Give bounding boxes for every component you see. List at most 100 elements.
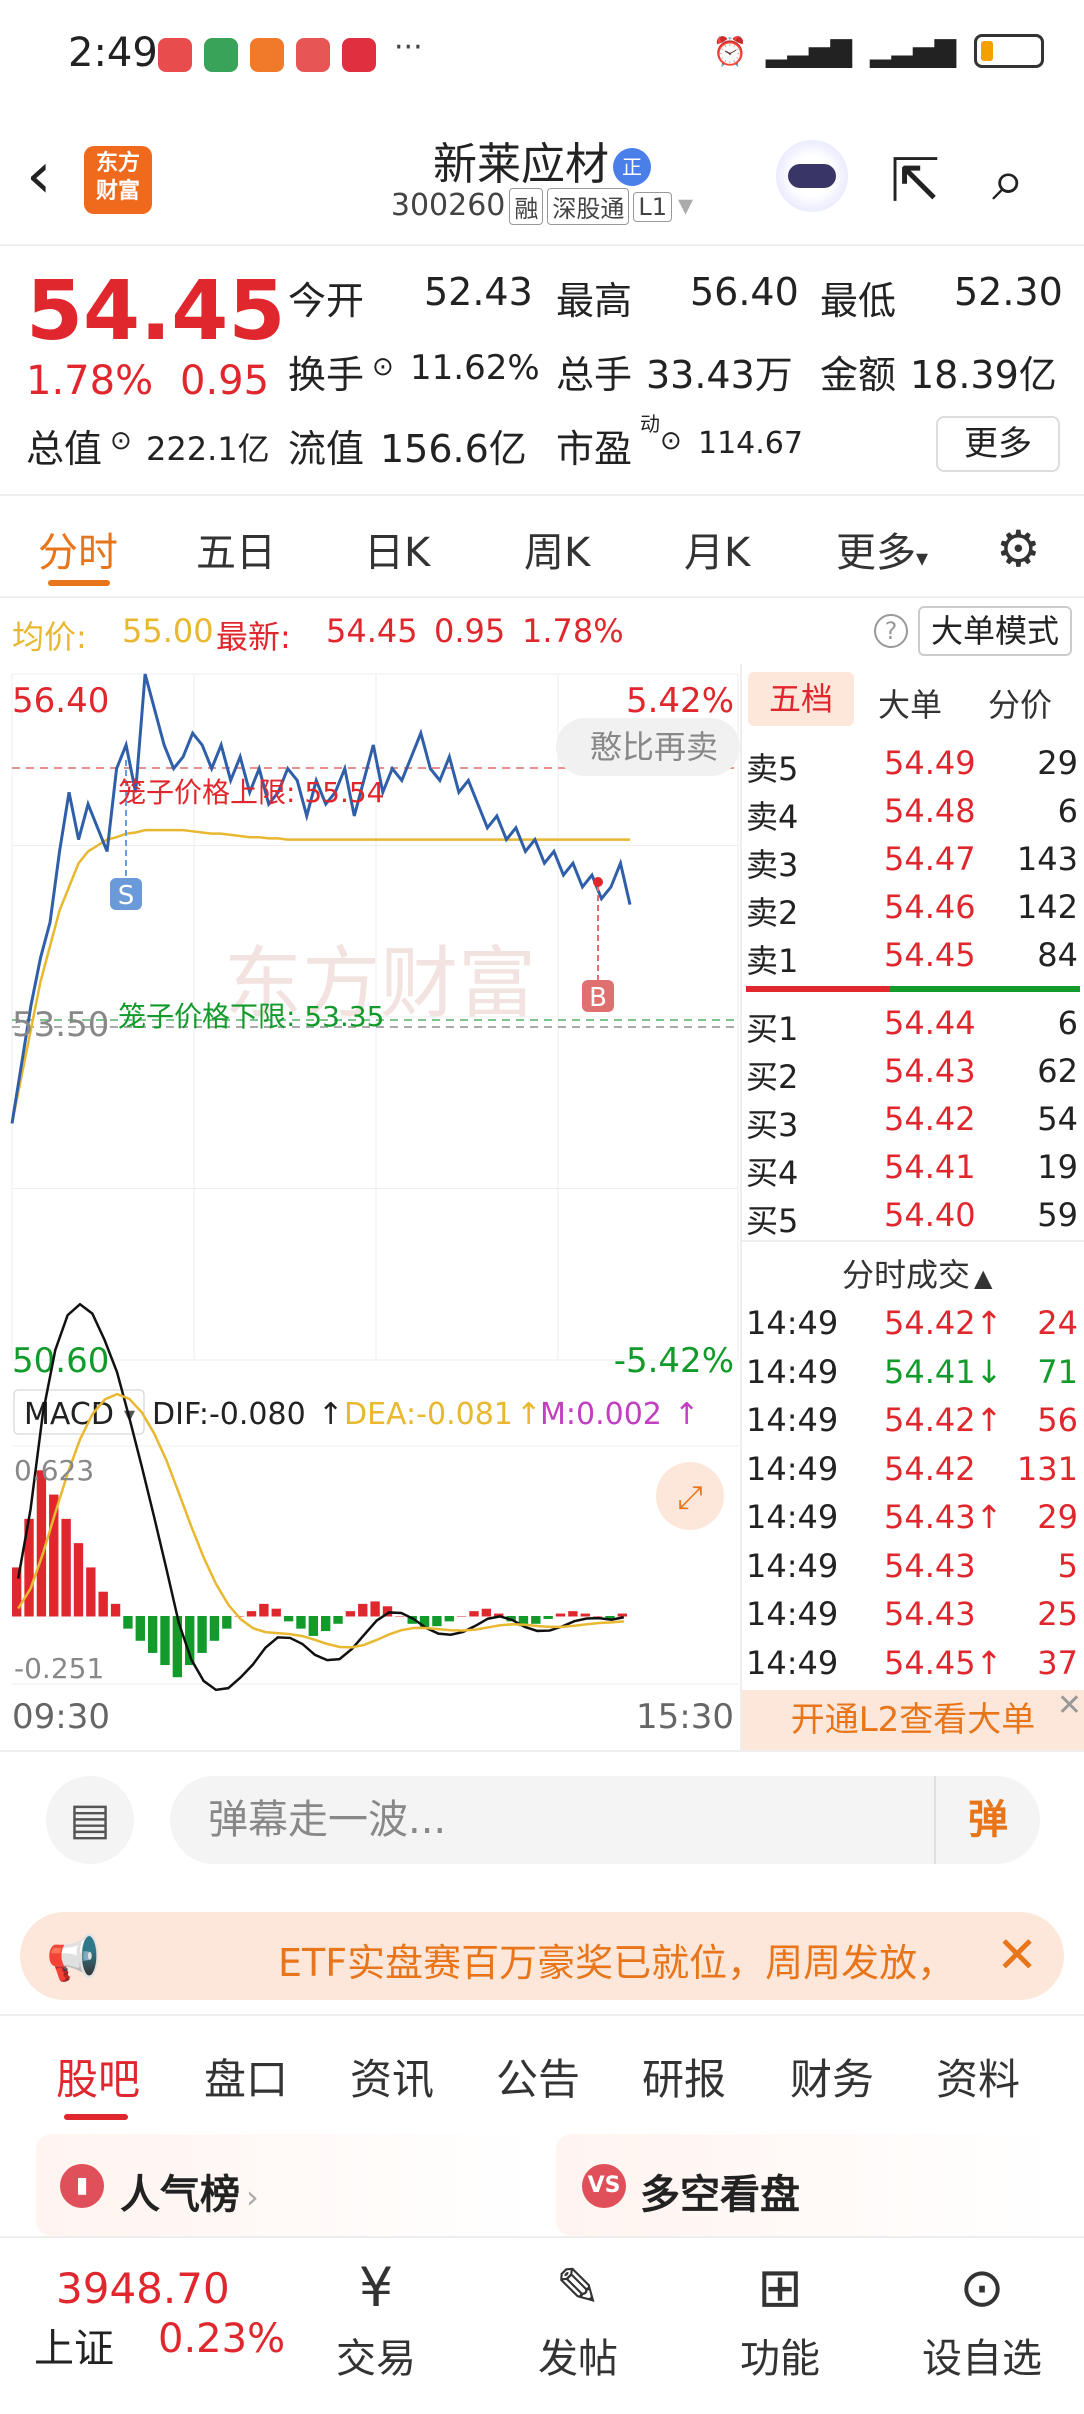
tab-profile[interactable]: 资料	[936, 2055, 1021, 2104]
tab-financials[interactable]: 财务	[790, 2055, 875, 2104]
gear-icon[interactable]: ⚙	[996, 520, 1041, 578]
share-icon[interactable]: ⇱	[890, 146, 941, 216]
tab-monthly-k[interactable]: 月K	[684, 530, 751, 576]
tab-news[interactable]: 资讯	[350, 2055, 435, 2104]
ask-row[interactable]: 卖3 54.47 143	[742, 840, 1084, 888]
big-order-mode-button[interactable]: 大单模式	[918, 606, 1072, 656]
close-icon[interactable]: ✕	[996, 1926, 1038, 1984]
bid-row[interactable]: 买4 54.41 19	[742, 1148, 1084, 1196]
divider	[740, 664, 742, 1750]
index-name: 上证	[34, 2326, 114, 2372]
trades-title[interactable]: 分时成交 ▲	[842, 1250, 992, 1296]
bid-price: 54.43	[884, 1052, 976, 1090]
ask-row[interactable]: 卖5 54.49 29	[742, 744, 1084, 792]
alarm-icon: ⏰	[712, 34, 748, 68]
pe-sup: 动	[640, 412, 660, 436]
tab-five-levels[interactable]: 五档	[748, 672, 854, 726]
macd-bar	[395, 1616, 405, 1617]
tab-forum[interactable]: 股吧	[56, 2055, 141, 2104]
macd-bar	[308, 1616, 318, 1636]
trade-price: 54.42	[884, 1449, 976, 1488]
signal-icon: ▂▃▅▇	[765, 34, 852, 68]
sell-marker[interactable]	[110, 878, 142, 910]
nav-watchlist[interactable]: ⊙ 设自选	[912, 2250, 1052, 2384]
danmaku-settings-icon[interactable]: ▤	[46, 1776, 134, 1864]
tab-more[interactable]: 更多▾	[836, 520, 928, 578]
assistant-avatar[interactable]	[776, 140, 848, 212]
divider	[0, 596, 1084, 598]
tab-big-orders[interactable]: 大单	[878, 686, 943, 724]
turnover-value: 11.62%	[410, 348, 540, 388]
info-icon[interactable]: ⊙	[660, 426, 682, 456]
tab-weekly-k[interactable]: 周K	[524, 530, 591, 576]
up-arrow-icon: ↑	[674, 1397, 699, 1432]
info-icon[interactable]: ⊙	[110, 426, 132, 456]
help-icon[interactable]: ?	[874, 614, 908, 648]
app-icon	[342, 38, 376, 72]
divider	[0, 2014, 1084, 2016]
close-icon[interactable]: ✕	[1056, 1688, 1082, 1723]
up-arrow-icon: ↑	[318, 1397, 343, 1432]
bid-row[interactable]: 买2 54.43 62	[742, 1052, 1084, 1100]
nav-trade[interactable]: ¥ 交易	[306, 2250, 446, 2384]
tab-orderbook[interactable]: 盘口	[204, 2055, 289, 2104]
l2-promo-text: 开通L2查看大单	[790, 1700, 1036, 1740]
trade-price: 54.42↑	[884, 1401, 1003, 1439]
intraday-chart[interactable]: 东方财富 S B 笼子价格上限: 55.54 笼子价格下限: 53.35 憨比再…	[0, 660, 740, 1750]
macd-bar	[61, 1518, 71, 1617]
ask-price: 54.47	[884, 840, 976, 878]
bid-row[interactable]: 买3 54.42 54	[742, 1100, 1084, 1148]
macd-bar	[172, 1616, 183, 1678]
change-percent: 1.78%	[26, 358, 154, 404]
tag-margin: 融	[509, 188, 544, 225]
macd-bar	[333, 1616, 343, 1624]
back-icon[interactable]: ‹	[26, 139, 52, 213]
ask-price: 54.49	[884, 744, 976, 782]
macd-bar	[469, 1611, 479, 1617]
tab-research[interactable]: 研报	[642, 2055, 727, 2104]
bid-row[interactable]: 买1 54.44 6	[742, 1004, 1084, 1052]
latest-pct: 1.78%	[522, 612, 624, 650]
search-icon[interactable]: ⌕	[992, 146, 1025, 214]
index-ticker[interactable]: 3948.70 上证 0.23%	[0, 2238, 300, 2414]
tab-indicator	[48, 580, 110, 586]
mktcap-label: 总值	[26, 427, 103, 471]
dropdown-icon: ▾	[678, 188, 694, 223]
ask-row[interactable]: 卖4 54.48 6	[742, 792, 1084, 840]
l2-promo[interactable]: 开通L2查看大单 ✕	[742, 1688, 1084, 1750]
nav-watchlist-label: 设自选	[922, 2336, 1042, 2382]
trade-icon: ¥	[358, 2256, 394, 2319]
open-label: 今开	[288, 279, 365, 323]
tab-intraday[interactable]: 分时	[38, 530, 118, 576]
stock-code-row[interactable]: 300260 融深股通 L1 ▾	[0, 188, 1084, 225]
ask-row[interactable]: 卖1 54.45 84	[742, 936, 1084, 984]
verified-badge: 正	[613, 148, 651, 186]
trade-price: 54.41↓	[884, 1352, 1003, 1391]
more-quote-button[interactable]: 更多	[936, 416, 1060, 472]
nav-functions[interactable]: ⊞ 功能	[710, 2250, 850, 2384]
tab-five-day[interactable]: 五日	[196, 530, 276, 576]
nav-post[interactable]: ✎ 发帖	[508, 2250, 648, 2384]
amount-label: 金额	[820, 353, 897, 397]
ask-row[interactable]: 卖2 54.46 142	[742, 888, 1084, 936]
long-short-card[interactable]: VS 多空看盘	[556, 2134, 1056, 2236]
bid-row[interactable]: 买5 54.40 59	[742, 1196, 1084, 1244]
tab-price-distribution[interactable]: 分价	[988, 686, 1053, 724]
tab-daily-k[interactable]: 日K	[364, 530, 431, 576]
dea-value: DEA:-0.081	[344, 1397, 513, 1432]
info-icon[interactable]: ⊙	[372, 352, 394, 382]
chart-tabs: 分时 五日 日K 周K 月K 更多▾ ⚙	[0, 496, 1084, 596]
buy-marker[interactable]	[582, 980, 614, 1012]
popularity-card[interactable]: ▮ 人气榜 ›	[36, 2134, 536, 2236]
danmaku-toggle-button[interactable]: 弹	[934, 1776, 1040, 1864]
app-logo[interactable]: 东方财富	[84, 146, 152, 214]
trade-price: 54.43↑	[884, 1498, 1003, 1536]
macd-bar	[36, 1470, 47, 1617]
popularity-title-text: 人气榜	[120, 2172, 240, 2218]
danmaku-input[interactable]: 弹幕走一波...	[170, 1776, 1040, 1864]
m-value: M:0.002	[540, 1397, 662, 1432]
tab-announcements[interactable]: 公告	[496, 2055, 581, 2104]
promo-banner[interactable]: 📢 ETF实盘赛百万豪奖已就位，周周发放， ✕	[20, 1912, 1064, 2000]
expand-button[interactable]	[656, 1462, 724, 1530]
trade-time: 14:49	[746, 1352, 839, 1391]
